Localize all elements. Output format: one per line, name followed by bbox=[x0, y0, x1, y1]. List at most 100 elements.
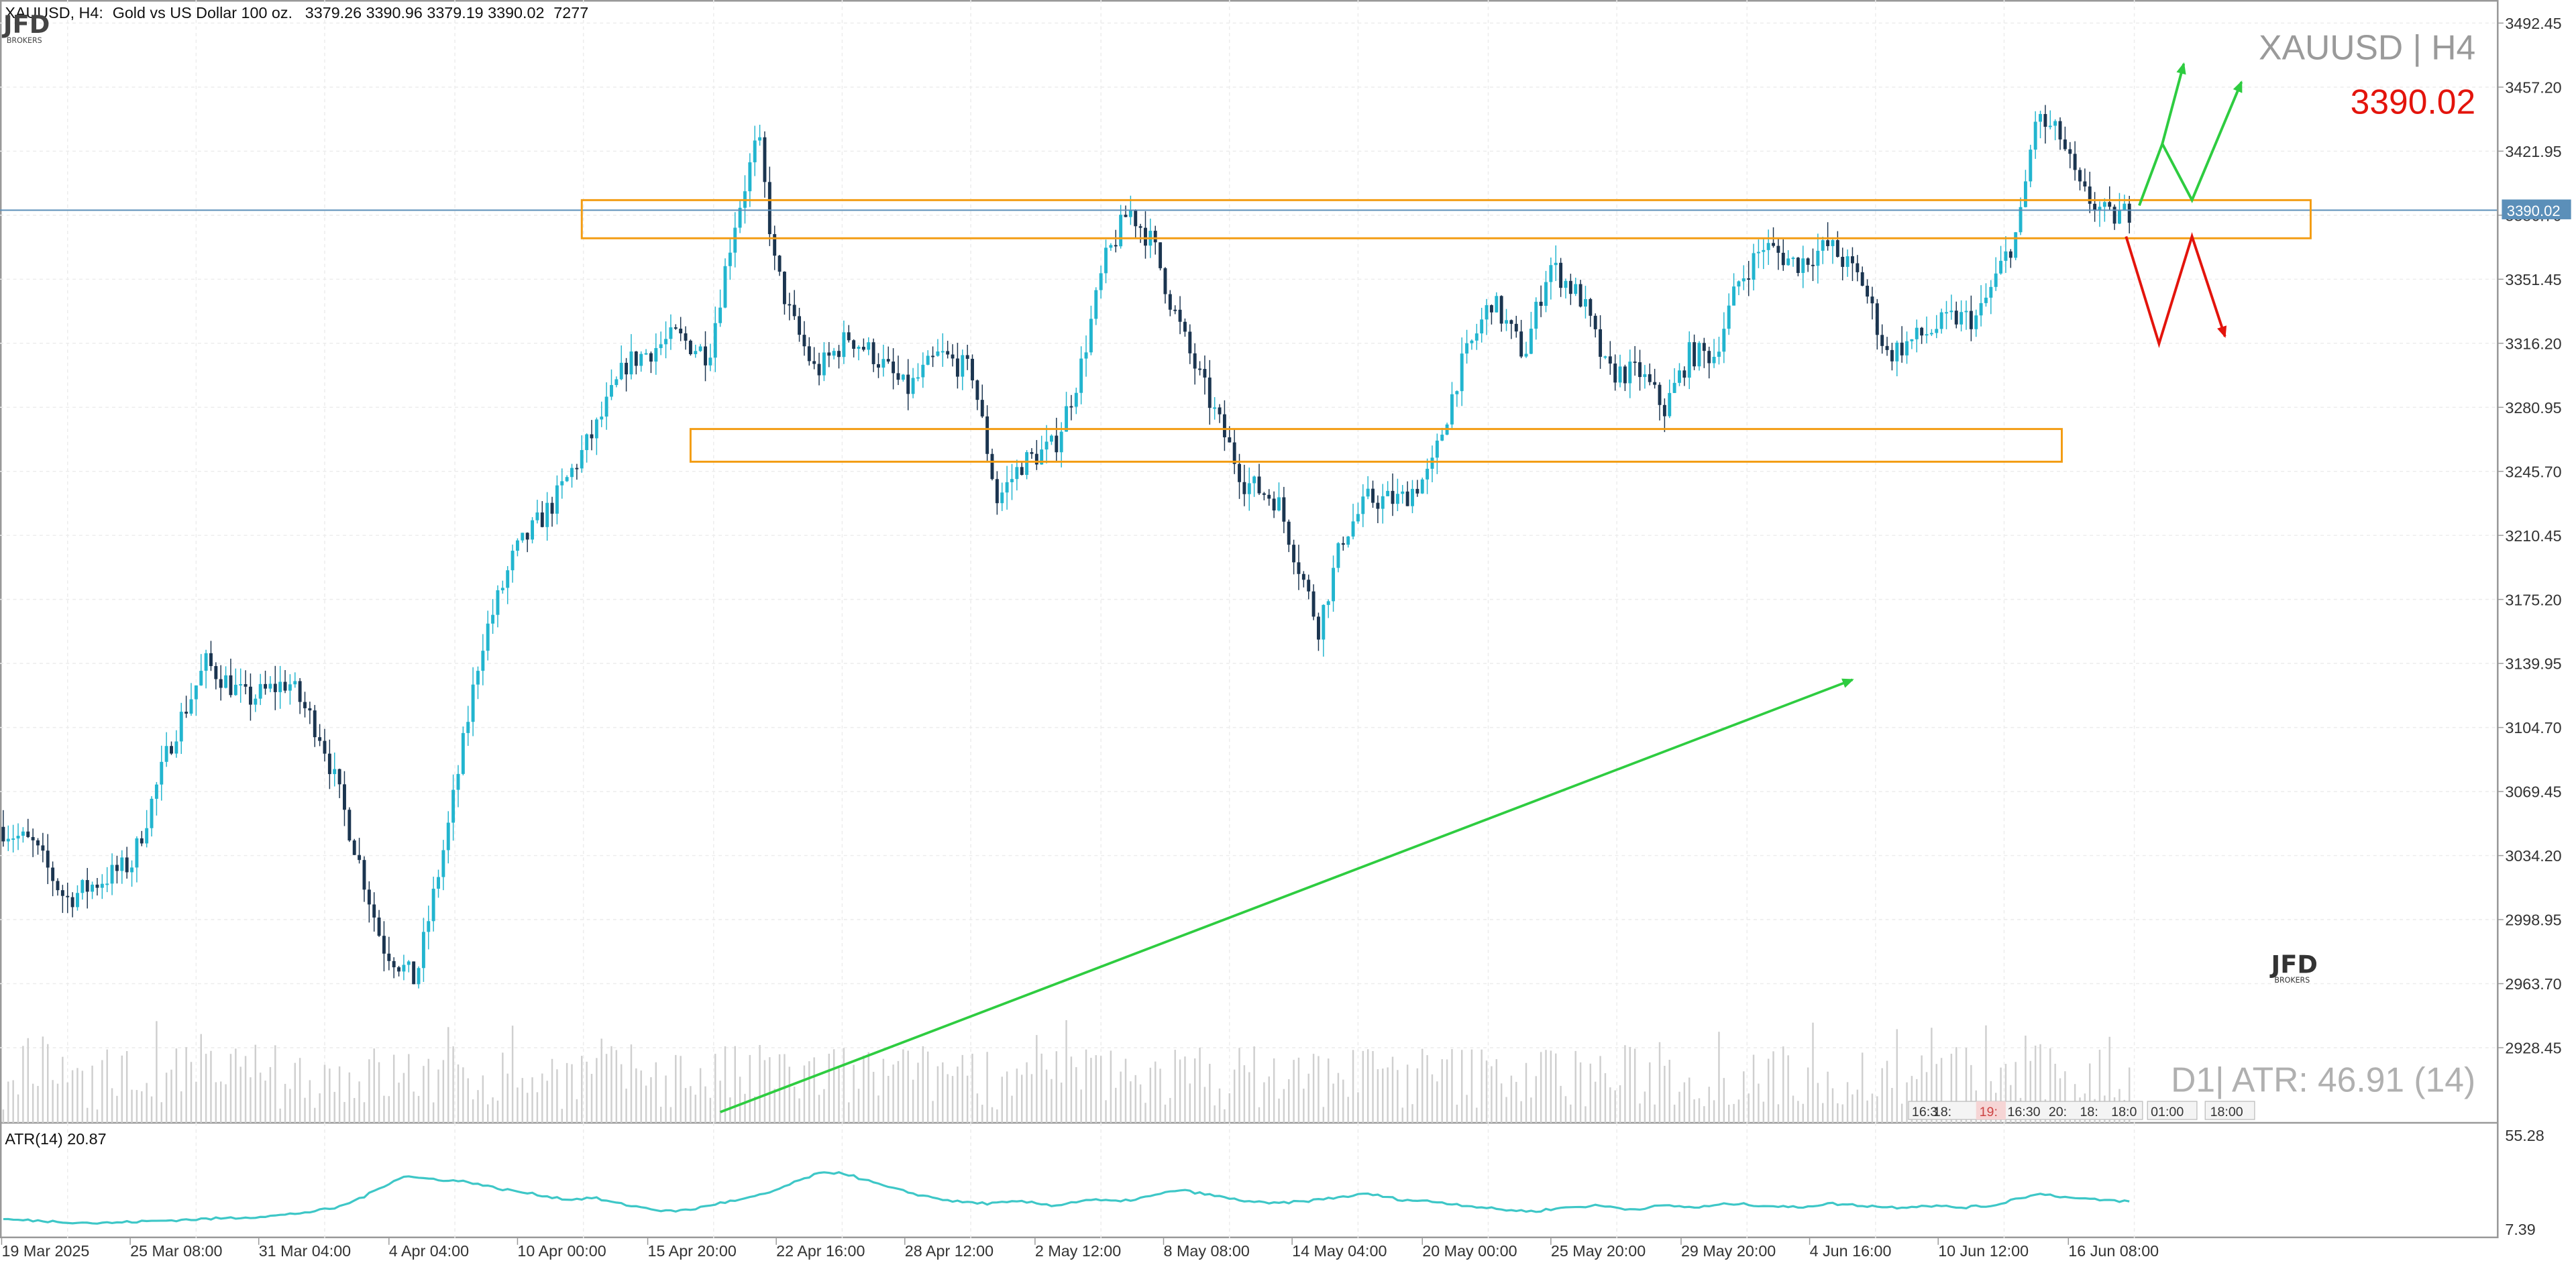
candle-body bbox=[881, 359, 885, 368]
candle-body bbox=[80, 880, 85, 893]
candle-body bbox=[1450, 394, 1454, 425]
candle-body bbox=[1628, 362, 1632, 384]
candle-body bbox=[258, 683, 262, 699]
candle-body bbox=[120, 857, 124, 871]
candle-body bbox=[2008, 251, 2012, 258]
candle-body bbox=[1578, 284, 1582, 307]
candle-body bbox=[2083, 181, 2087, 187]
candle-body bbox=[817, 364, 821, 376]
candle-body bbox=[594, 419, 598, 439]
candle-body bbox=[604, 396, 608, 417]
candle-body bbox=[1074, 392, 1078, 407]
candle-body bbox=[1277, 497, 1281, 511]
candle-body bbox=[1049, 435, 1053, 442]
candle-body bbox=[362, 860, 366, 890]
candle-body bbox=[1845, 256, 1849, 267]
candle-body bbox=[1717, 351, 1721, 357]
candle-body bbox=[634, 351, 638, 366]
candle-body bbox=[437, 877, 440, 889]
candle-body bbox=[1371, 488, 1375, 503]
svg-text:16:3: 16:3 bbox=[1912, 1105, 1937, 1119]
candle-body bbox=[1401, 491, 1405, 494]
candle-body bbox=[1574, 284, 1578, 294]
candle-body bbox=[674, 327, 678, 329]
indicator-scale-bottom: 7.39 bbox=[2505, 1221, 2535, 1238]
candle-body bbox=[51, 867, 55, 881]
candle-body bbox=[713, 323, 717, 358]
candle-body bbox=[239, 683, 243, 685]
candle-body bbox=[2093, 203, 2097, 211]
candle-body bbox=[2048, 125, 2052, 127]
candle-body bbox=[1687, 342, 1691, 378]
x-tick-label: 14 May 04:00 bbox=[1292, 1242, 1387, 1260]
bearish-scenario-path bbox=[2125, 232, 2227, 349]
candle-body bbox=[1034, 453, 1038, 465]
candle-body bbox=[491, 614, 495, 624]
candle-body bbox=[56, 881, 60, 891]
candle-body bbox=[1544, 282, 1548, 306]
candle-body bbox=[1539, 301, 1543, 306]
candle-body bbox=[2073, 154, 2077, 170]
candle-body bbox=[1529, 329, 1533, 354]
candle-body bbox=[886, 359, 890, 362]
candle-body bbox=[219, 679, 223, 688]
candle-body bbox=[694, 351, 698, 355]
candle-body bbox=[540, 512, 544, 527]
annotations bbox=[0, 62, 2498, 1113]
candle-body bbox=[1583, 298, 1587, 307]
y-tick-label: 2963.70 bbox=[2505, 975, 2561, 993]
y-tick-label: 3210.45 bbox=[2505, 527, 2561, 545]
candle-body bbox=[1623, 366, 1627, 384]
candle-body bbox=[614, 379, 619, 386]
candle-body bbox=[2123, 203, 2127, 210]
candle-body bbox=[1806, 258, 1810, 265]
candle-body bbox=[1134, 210, 1138, 227]
candle-body bbox=[1954, 311, 1958, 325]
candle-body bbox=[1549, 265, 1553, 282]
candle-body bbox=[1841, 256, 1845, 267]
candle-body bbox=[1025, 452, 1029, 476]
price-axis: 3492.453457.203421.953386.703351.453316.… bbox=[2497, 15, 2562, 1057]
candle-body bbox=[1984, 297, 1988, 303]
volume-bars bbox=[2, 1020, 2131, 1123]
x-tick-label: 4 Jun 16:00 bbox=[1810, 1242, 1892, 1260]
candle-body bbox=[1109, 245, 1113, 248]
candle-body bbox=[971, 358, 974, 381]
candle-body bbox=[1678, 370, 1681, 383]
candle-body bbox=[36, 840, 40, 846]
candle-body bbox=[500, 588, 504, 591]
candle-body bbox=[1712, 356, 1716, 364]
candle-body bbox=[1672, 382, 1676, 393]
candle-body bbox=[723, 266, 727, 308]
candle-body bbox=[1460, 353, 1464, 392]
candle-body bbox=[822, 352, 826, 376]
candle-body bbox=[1336, 543, 1340, 568]
svg-text:BROKERS: BROKERS bbox=[2274, 976, 2310, 985]
candle-body bbox=[337, 769, 341, 785]
y-tick-label: 3034.20 bbox=[2505, 847, 2561, 865]
x-tick-label: 16 Jun 08:00 bbox=[2068, 1242, 2159, 1260]
candle-body bbox=[1426, 468, 1430, 480]
candle-body bbox=[407, 961, 411, 965]
candle-body bbox=[1168, 294, 1172, 310]
candle-body bbox=[916, 377, 920, 379]
candle-body bbox=[41, 845, 45, 851]
indicator-label: ATR(14) 20.87 bbox=[5, 1130, 106, 1148]
candle-body bbox=[110, 865, 114, 884]
candle-body bbox=[1633, 362, 1637, 364]
atr-info-label: D1| ATR: 46.91 (14) bbox=[2171, 1060, 2475, 1099]
candle-body bbox=[446, 822, 450, 850]
candle-body bbox=[1514, 323, 1518, 332]
x-tick-label: 25 May 20:00 bbox=[1551, 1242, 1646, 1260]
grid bbox=[0, 0, 2498, 1239]
candle-body bbox=[649, 353, 653, 362]
candle-body bbox=[688, 340, 692, 355]
candle-body bbox=[585, 434, 589, 451]
candle-body bbox=[254, 698, 258, 705]
candle-body bbox=[1949, 311, 1953, 313]
candle-body bbox=[1568, 280, 1572, 294]
candle-body bbox=[1519, 331, 1523, 357]
candle-body bbox=[1905, 341, 1909, 355]
